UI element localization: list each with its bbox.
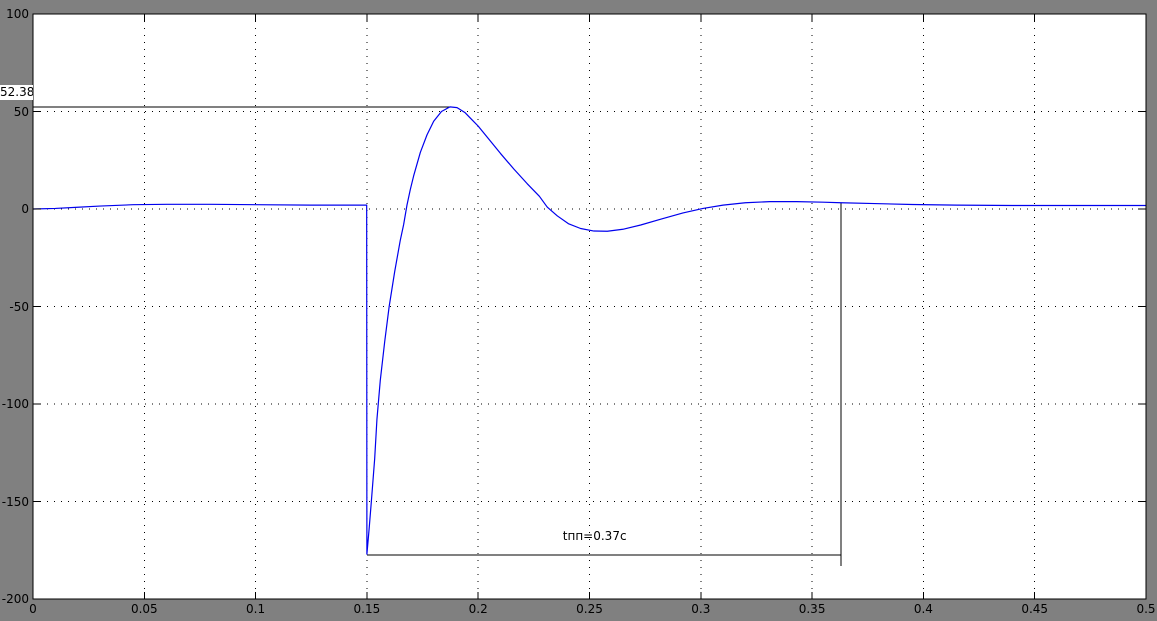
y-tick-label: -150 [1,494,29,509]
peak-value-label: 52.38 [0,85,35,100]
response-curve [32,106,1146,555]
y-tick-label: 0 [21,202,29,216]
y-tick-label: 100 [6,7,29,21]
x-tick-label: 0.05 [130,602,158,616]
x-tick-label: 0.25 [576,602,603,616]
x-tick-label: 0.4 [913,602,933,616]
y-tick-label: -200 [1,592,29,606]
x-tick-label: 0.45 [1021,602,1049,616]
settle-time-annotation: tпп=0.37с [562,528,627,543]
y-tick-label: -100 [1,397,29,411]
x-tick-label: 0.2 [468,602,488,616]
x-tick-label: 0.1 [246,602,266,616]
x-tick-label: 0 [29,602,37,616]
x-tick-label: 0.3 [691,602,711,616]
x-tick-label: 0.5 [1136,602,1156,616]
y-tick-label: 50 [13,104,29,119]
x-tick-label: 0.15 [353,602,381,616]
x-tick-label: 0.35 [798,602,826,616]
y-tick-label: -50 [9,299,29,314]
plot-area [33,14,1146,599]
